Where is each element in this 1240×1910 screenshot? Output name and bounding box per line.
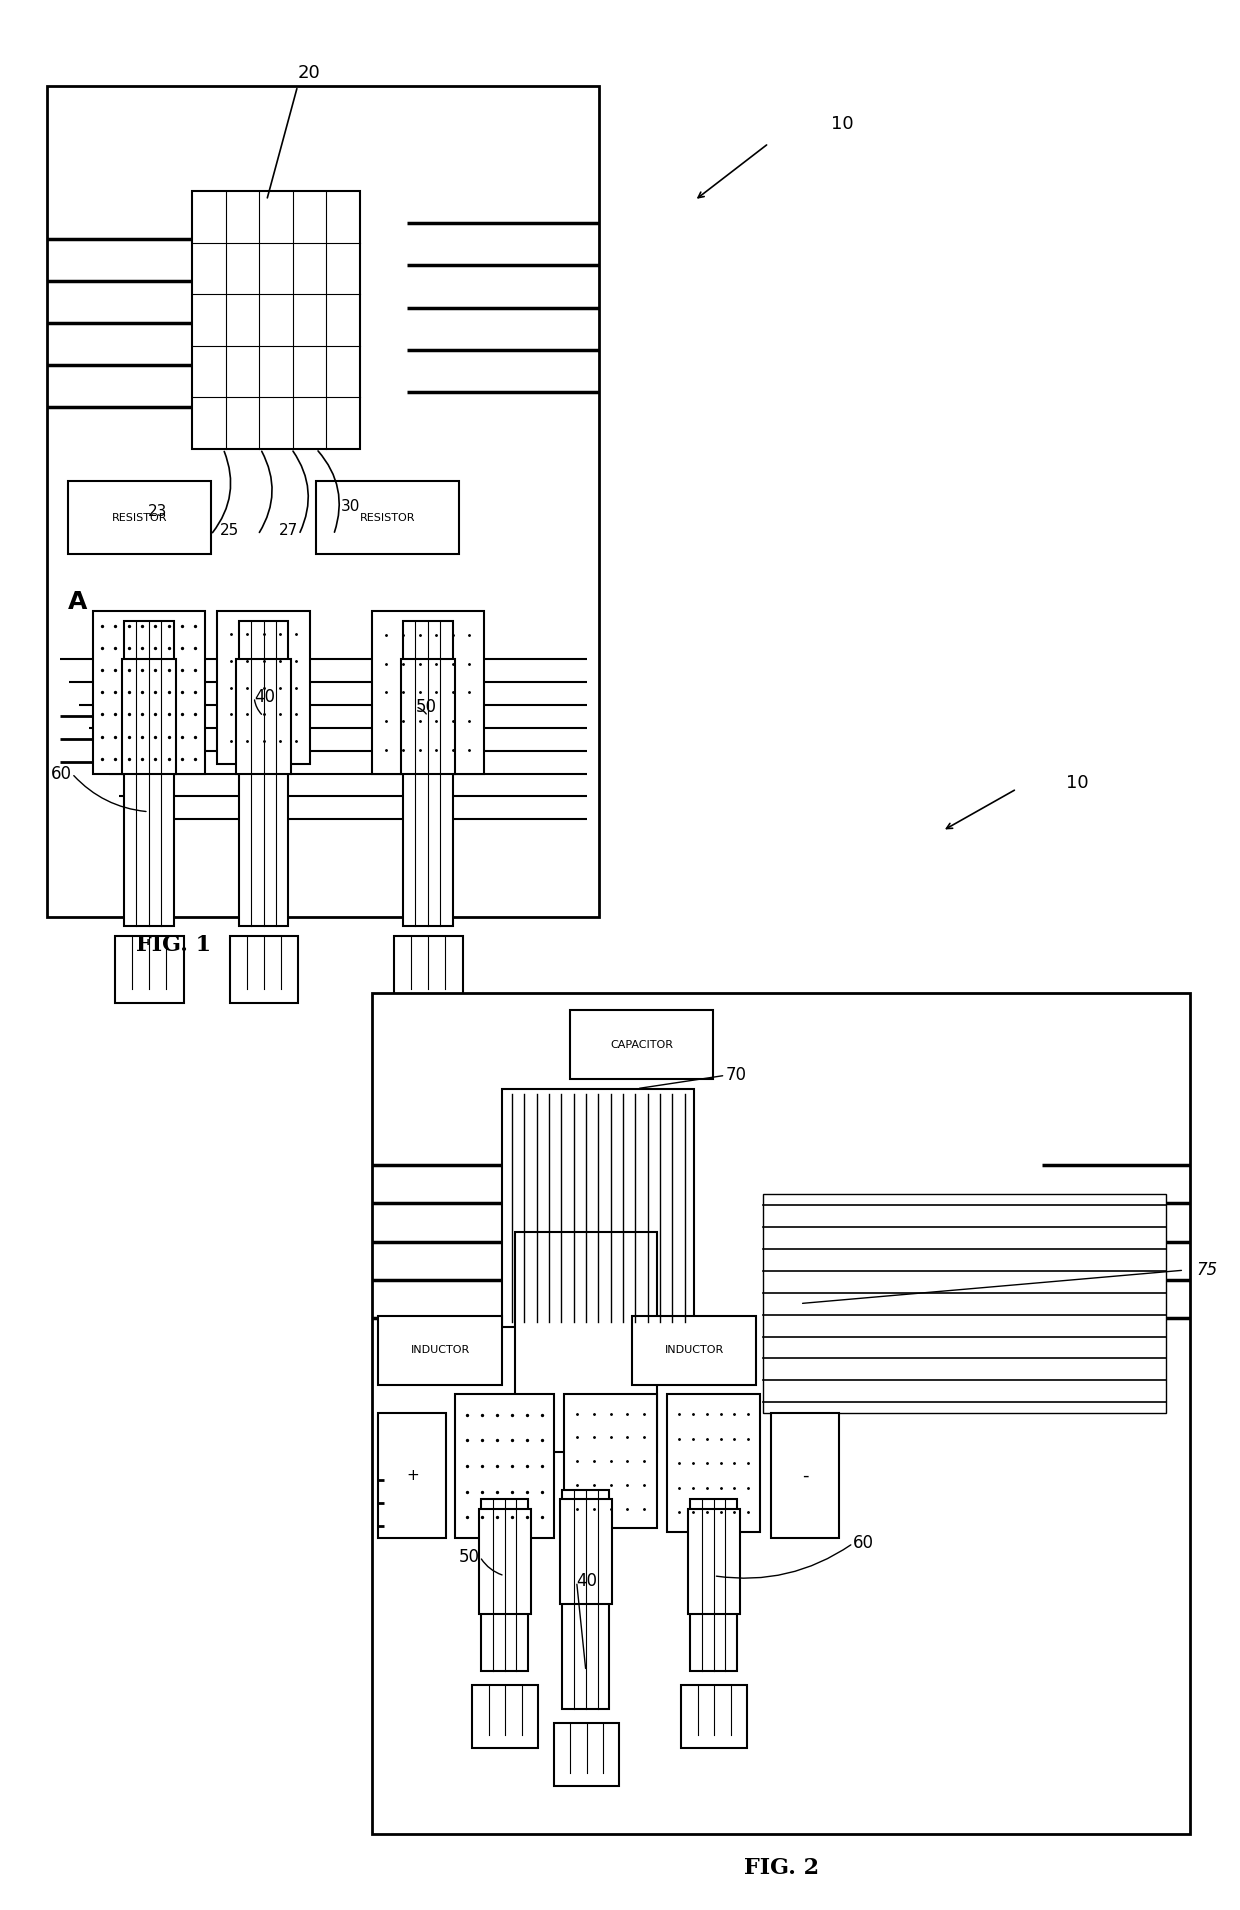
Text: 50: 50 [415,697,436,716]
Text: RESISTOR: RESISTOR [112,512,167,523]
Bar [68,481,211,554]
Text: 70: 70 [725,1066,746,1085]
Text: INDUCTOR: INDUCTOR [410,1345,470,1356]
Bar [93,611,205,774]
Bar [378,1413,446,1538]
Bar [515,1232,657,1452]
Bar [682,1685,746,1748]
Bar [47,86,599,917]
Bar [455,1394,554,1538]
Text: 10: 10 [831,115,853,134]
Bar [771,1413,839,1538]
Bar [401,659,455,774]
Text: 40: 40 [254,688,275,707]
Text: 60: 60 [51,764,72,783]
Text: 75: 75 [1197,1261,1218,1280]
Text: 10: 10 [1066,774,1089,793]
Bar [472,1685,538,1748]
Text: RESISTOR: RESISTOR [360,512,415,523]
Text: -: - [802,1467,808,1484]
Bar [570,1010,713,1079]
Bar [378,1316,502,1385]
Bar [667,1394,760,1532]
Text: FIG. 2: FIG. 2 [744,1857,818,1879]
Text: 50: 50 [459,1547,480,1566]
Bar [372,993,1190,1834]
Text: 30: 30 [341,499,361,514]
Bar [217,611,310,764]
Bar [394,936,463,1003]
Bar [553,1723,620,1786]
Bar [316,481,459,554]
Text: FIG. 1: FIG. 1 [136,934,211,957]
Bar [687,1509,739,1614]
Bar [763,1194,1166,1413]
Text: 27: 27 [279,523,299,539]
Bar [236,659,290,774]
Bar [564,1394,657,1528]
Bar [192,191,360,449]
Text: 23: 23 [148,504,167,520]
Bar [403,621,453,926]
Bar [481,1499,528,1671]
Bar [689,1499,737,1671]
Bar [479,1509,531,1614]
Bar [559,1499,611,1604]
Text: 25: 25 [219,523,239,539]
Text: INDUCTOR: INDUCTOR [665,1345,724,1356]
Bar [502,1089,694,1327]
Bar [763,1194,1166,1413]
Bar [372,611,484,774]
Bar [122,659,176,774]
Bar [562,1490,609,1709]
Text: +: + [405,1469,419,1482]
Text: 20: 20 [298,63,320,82]
Bar [231,936,299,1003]
Bar [124,621,174,926]
Bar [632,1316,756,1385]
Text: 40: 40 [577,1572,598,1591]
Bar [115,936,184,1003]
Text: CAPACITOR: CAPACITOR [610,1039,673,1050]
Text: 60: 60 [853,1534,874,1553]
Bar [238,621,288,926]
Text: A: A [68,590,88,613]
